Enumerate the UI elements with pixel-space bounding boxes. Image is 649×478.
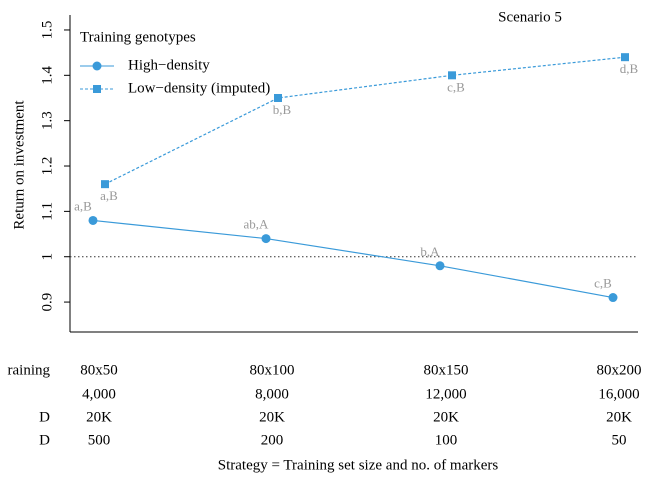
table-cell: 500 (88, 432, 111, 448)
table-cell: 80x100 (250, 362, 295, 378)
series-line (92, 219, 614, 299)
row-label: D (39, 432, 50, 448)
table-cell: 80x200 (597, 362, 642, 378)
table-cell: 20K (606, 409, 632, 425)
data-label: c,B (447, 79, 465, 94)
point (101, 180, 109, 189)
data-label: a,B (74, 198, 92, 213)
legend-label: High−density (128, 57, 210, 73)
point (621, 53, 629, 62)
point (608, 293, 618, 303)
point (435, 261, 445, 271)
data-label: ab,A (244, 217, 270, 232)
table-cell: 12,000 (425, 386, 466, 402)
legend-marker (92, 61, 102, 71)
legend-label: Low−density (imputed) (128, 80, 270, 96)
y-tick-label: 1.2 (39, 157, 55, 176)
table-cell: 16,000 (598, 386, 639, 402)
annotation: Scenario 5 (498, 9, 562, 25)
table-cell: 80x50 (80, 362, 118, 378)
data-label: c,B (594, 276, 612, 291)
table-cell: 80x150 (424, 362, 469, 378)
y-tick-label: 1.3 (39, 111, 55, 130)
x-axis-label: Strategy = Training set size and no. of … (218, 457, 499, 473)
data-label: a,B (100, 188, 118, 203)
series-line (104, 56, 626, 185)
table-cell: 100 (435, 432, 458, 448)
row-label: D (39, 409, 50, 425)
table-cell: 20K (433, 409, 459, 425)
point (448, 71, 456, 80)
table-cell: 8,000 (255, 386, 289, 402)
point (261, 234, 271, 244)
table-cell: 4,000 (82, 386, 116, 402)
row-label: raining (8, 362, 51, 378)
point (274, 93, 282, 102)
legend-marker (93, 85, 101, 93)
data-label: d,B (620, 61, 639, 76)
y-tick-label: 0.9 (39, 293, 55, 312)
table-cell: 50 (612, 432, 627, 448)
data-label: b,A (420, 244, 440, 259)
y-tick-label: 1.4 (39, 65, 55, 84)
y-tick-label: 1.5 (39, 21, 55, 40)
table-cell: 20K (86, 409, 112, 425)
y-axis-label: Return on investment (11, 100, 27, 230)
data-label: b,B (273, 102, 292, 117)
y-tick-label: 1.1 (39, 202, 55, 221)
table-cell: 200 (261, 432, 284, 448)
legend-title: Training genotypes (80, 29, 196, 45)
table-cell: 20K (259, 409, 285, 425)
point (88, 215, 98, 225)
y-tick-label: 1 (39, 253, 55, 261)
